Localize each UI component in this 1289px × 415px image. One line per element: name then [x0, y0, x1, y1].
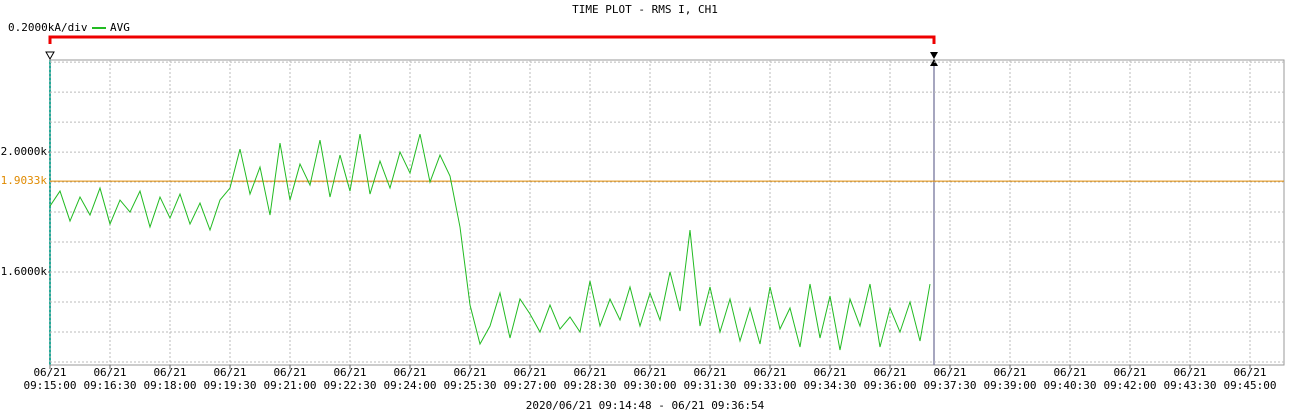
x-tick-label: 06/21 09:21:00: [264, 366, 317, 392]
x-tick-label: 06/21 09:33:00: [744, 366, 797, 392]
x-tick-label: 06/21 09:16:30: [84, 366, 137, 392]
x-tick-label: 06/21 09:25:30: [444, 366, 497, 392]
x-tick-label: 06/21 09:15:00: [24, 366, 77, 392]
x-tick-label-line: 09:36:00: [864, 379, 917, 392]
x-tick-label-line: 09:33:00: [744, 379, 797, 392]
x-tick-label: 06/21 09:39:00: [984, 366, 1037, 392]
start-cursor-marker: [45, 51, 55, 61]
x-tick-label-line: 09:16:30: [84, 379, 137, 392]
x-tick-label-line: 09:30:00: [624, 379, 677, 392]
x-tick-label: 06/21 09:43:30: [1164, 366, 1217, 392]
x-tick-label: 06/21 09:34:30: [804, 366, 857, 392]
x-tick-label-line: 06/21: [813, 366, 846, 379]
x-tick-label-line: 09:39:00: [984, 379, 1037, 392]
x-tick-label-line: 06/21: [153, 366, 186, 379]
x-tick-label: 06/21 09:19:30: [204, 366, 257, 392]
x-tick-label-line: 09:18:00: [144, 379, 197, 392]
y-tick-label: 2.0000k: [1, 145, 48, 158]
x-tick-label-line: 06/21: [573, 366, 606, 379]
range-bracket: [48, 35, 936, 44]
x-tick-label-line: 09:45:00: [1224, 379, 1277, 392]
x-tick-label: 06/21 09:27:00: [504, 366, 557, 392]
x-tick-label-line: 09:43:30: [1164, 379, 1217, 392]
x-tick-label-line: 09:22:30: [324, 379, 377, 392]
x-tick-label-line: 06/21: [933, 366, 966, 379]
x-tick-label-line: 06/21: [333, 366, 366, 379]
x-tick-label: 06/21 09:28:30: [564, 366, 617, 392]
x-tick-label: 06/21 09:42:00: [1104, 366, 1157, 392]
legend-label: AVG: [110, 21, 130, 34]
x-tick-label-line: 09:31:30: [684, 379, 737, 392]
x-tick-label-line: 06/21: [393, 366, 426, 379]
x-tick-label-line: 09:27:00: [504, 379, 557, 392]
x-tick-label-line: 06/21: [633, 366, 666, 379]
data-line: [49, 133, 931, 351]
x-tick-label: 06/21 09:24:00: [384, 366, 437, 392]
x-tick-label-line: 06/21: [513, 366, 546, 379]
x-tick-label-line: 09:15:00: [24, 379, 77, 392]
scale-label: 0.2000kA/div: [8, 21, 88, 34]
x-tick-label: 06/21 09:18:00: [144, 366, 197, 392]
x-tick-label-line: 06/21: [213, 366, 246, 379]
reference-label: 1.9033k: [1, 174, 48, 187]
x-tick-label: 06/21 09:37:30: [924, 366, 977, 392]
x-tick-label-line: 06/21: [1173, 366, 1206, 379]
x-tick-label-line: 09:28:30: [564, 379, 617, 392]
x-tick-label-line: 09:37:30: [924, 379, 977, 392]
x-tick-label-line: 06/21: [1233, 366, 1266, 379]
x-tick-label-line: 06/21: [273, 366, 306, 379]
x-tick-label: 06/21 09:40:30: [1044, 366, 1097, 392]
chart-title: TIME PLOT - RMS I, CH1: [572, 3, 718, 16]
x-tick-label: 06/21 09:31:30: [684, 366, 737, 392]
x-tick-label-line: 09:40:30: [1044, 379, 1097, 392]
x-tick-label-line: 09:24:00: [384, 379, 437, 392]
x-tick-label-line: 09:42:00: [1104, 379, 1157, 392]
x-tick-label-line: 09:25:30: [444, 379, 497, 392]
x-tick-label-line: 06/21: [873, 366, 906, 379]
x-tick-label-line: 06/21: [1113, 366, 1146, 379]
x-tick-label-line: 06/21: [93, 366, 126, 379]
x-tick-label-line: 06/21: [993, 366, 1026, 379]
x-tick-label-line: 06/21: [1053, 366, 1086, 379]
x-tick-label-line: 09:34:30: [804, 379, 857, 392]
y-tick-label: 1.6000k: [1, 265, 48, 278]
x-tick-label: 06/21 09:36:00: [864, 366, 917, 392]
x-tick-label-line: 09:19:30: [204, 379, 257, 392]
x-tick-label: 06/21 09:22:30: [324, 366, 377, 392]
end-cursor-marker: [930, 52, 938, 59]
x-tick-label-line: 06/21: [33, 366, 66, 379]
x-tick-label-line: 06/21: [453, 366, 486, 379]
x-tick-label: 06/21 09:45:00: [1224, 366, 1277, 392]
time-range: 2020/06/21 09:14:48 - 06/21 09:36:54: [526, 399, 765, 412]
x-tick-label-line: 09:21:00: [264, 379, 317, 392]
x-tick-label-line: 06/21: [693, 366, 726, 379]
x-tick-label-line: 06/21: [753, 366, 786, 379]
x-tick-label: 06/21 09:30:00: [624, 366, 677, 392]
